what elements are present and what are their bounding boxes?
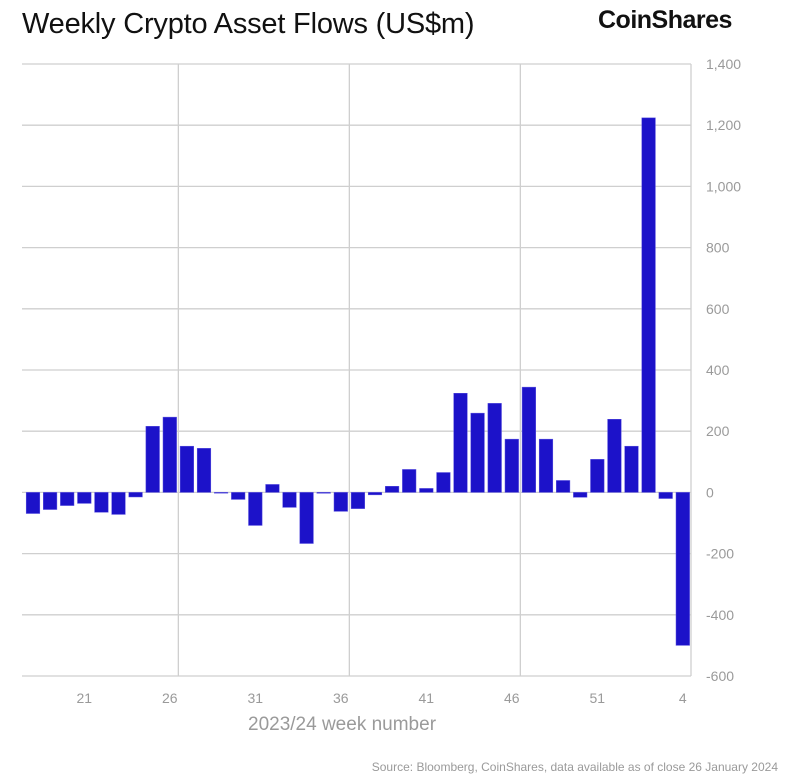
bar-week-27: [179, 445, 194, 493]
bar-week-24: [128, 492, 143, 498]
y-tick-label: -600: [706, 668, 734, 684]
y-tick-label: -200: [706, 546, 734, 562]
bar-week-48: [538, 438, 554, 493]
bar-week-50: [573, 492, 588, 498]
x-tick-label: 36: [333, 690, 349, 706]
source-note: Source: Bloomberg, CoinShares, data avai…: [371, 760, 778, 774]
bar-week-26: [162, 416, 177, 493]
bar-week-39: [385, 486, 400, 493]
bar-week-41: [419, 488, 434, 493]
bar-week-52: [607, 419, 622, 493]
bar-week-35: [316, 492, 331, 494]
bar-week-22: [94, 492, 109, 513]
bar-week-44: [470, 412, 485, 493]
coinshares-logo: CoinShares: [598, 6, 732, 34]
x-tick-label: 51: [590, 690, 606, 706]
bar-week-4: [675, 492, 690, 646]
bar-week-21: [77, 492, 92, 504]
y-tick-label: 400: [706, 362, 730, 378]
y-tick-label: 0: [706, 484, 714, 500]
y-tick-label: -400: [706, 607, 734, 623]
y-tick-label: 1,000: [706, 178, 741, 194]
bar-week-38: [367, 492, 383, 496]
bar-week-1: [624, 445, 639, 493]
y-tick-label: 1,400: [706, 56, 741, 72]
x-tick-label: 41: [419, 690, 435, 706]
x-tick-label: 26: [162, 690, 178, 706]
bar-week-28: [196, 448, 212, 493]
x-tick-label: 31: [248, 690, 264, 706]
chart-title: Weekly Crypto Asset Flows (US$m): [22, 8, 475, 40]
x-axis-title: 2023/24 week number: [248, 714, 437, 735]
x-tick-label: 4: [679, 690, 687, 706]
bar-week-29: [214, 492, 229, 494]
bar-week-31: [248, 492, 263, 526]
bar-week-37: [350, 492, 365, 509]
bar-week-42: [436, 472, 451, 493]
bar-week-45: [487, 403, 502, 493]
bar-week-20: [60, 492, 75, 506]
y-tick-label: 600: [706, 301, 730, 317]
bar-week-34: [299, 492, 314, 544]
y-tick-label: 800: [706, 240, 730, 256]
bar-week-51: [590, 459, 605, 493]
bar-week-46: [504, 438, 519, 493]
bar-week-18: [25, 492, 41, 514]
bar-week-49: [556, 480, 571, 493]
bar-week-3: [658, 492, 673, 499]
bar-week-47: [521, 386, 536, 493]
bar-week-25: [145, 426, 160, 493]
bar-week-2: [641, 117, 656, 493]
bar-week-33: [282, 492, 297, 508]
bar-week-43: [453, 393, 468, 493]
y-tick-label: 1,200: [706, 117, 741, 133]
x-tick-label: 21: [77, 690, 93, 706]
bar-week-30: [231, 492, 246, 500]
bar-week-19: [43, 492, 58, 510]
bar-week-40: [402, 469, 417, 493]
bar-week-32: [265, 484, 280, 493]
y-tick-label: 200: [706, 423, 730, 439]
bar-week-23: [111, 492, 126, 515]
x-tick-label: 46: [504, 690, 520, 706]
bar-week-36: [333, 492, 348, 512]
